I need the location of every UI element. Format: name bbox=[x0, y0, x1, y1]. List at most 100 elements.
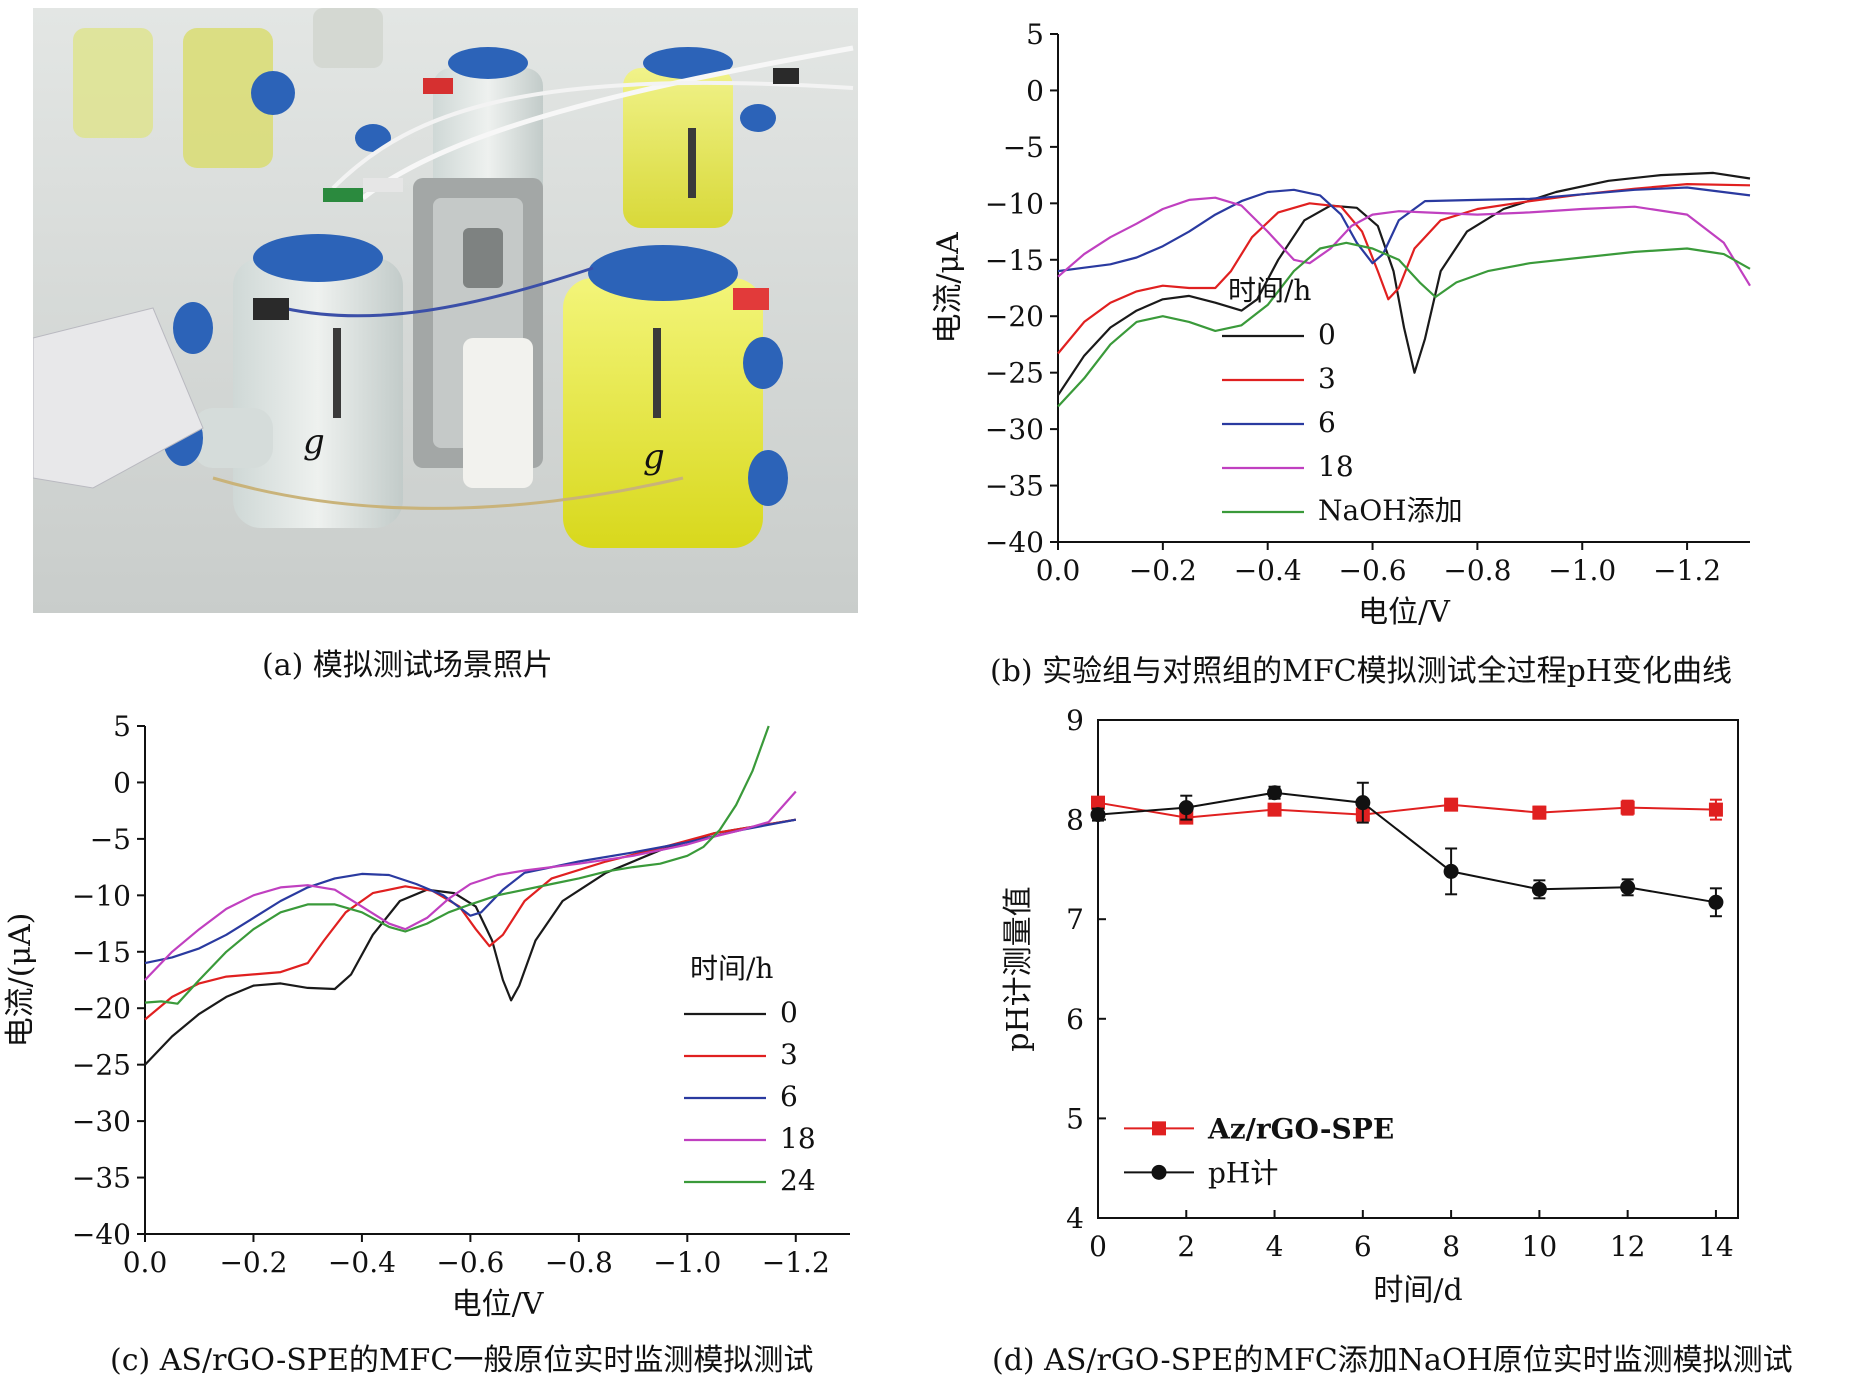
y-tick-label: 5 bbox=[1066, 1102, 1084, 1135]
series-line-pH计 bbox=[1097, 791, 1717, 904]
x-tick-label: 8 bbox=[1442, 1230, 1460, 1263]
legend-label: pH计 bbox=[1208, 1156, 1278, 1189]
data-point bbox=[1090, 807, 1106, 823]
data-point bbox=[1532, 805, 1547, 820]
legend-marker bbox=[1151, 1164, 1167, 1180]
data-point bbox=[1178, 800, 1194, 816]
caption-b: (b) 实验组与对照组的MFC模拟测试全过程pH变化曲线 bbox=[990, 654, 1733, 689]
series-line-6 bbox=[144, 818, 797, 965]
x-tick-label: 6 bbox=[1354, 1230, 1372, 1263]
x-tick-label: −1.2 bbox=[762, 1246, 830, 1279]
y-tick-label: −15 bbox=[985, 244, 1044, 277]
x-tick-label: 0.0 bbox=[1036, 554, 1081, 587]
svg-text:g: g bbox=[303, 422, 325, 462]
y-tick-label: −40 bbox=[72, 1218, 131, 1251]
y-tick-label: −5 bbox=[90, 823, 131, 856]
test-scene-photo: g g bbox=[33, 8, 858, 613]
series-line-0 bbox=[1057, 171, 1751, 396]
data-point bbox=[1708, 802, 1723, 817]
series-line-18 bbox=[1057, 196, 1751, 287]
data-point bbox=[1091, 795, 1105, 810]
data-point bbox=[1708, 894, 1724, 910]
legend-label: Az/rGO-SPE bbox=[1207, 1112, 1394, 1145]
x-axis-label: 电位/V bbox=[452, 1287, 545, 1322]
data-point bbox=[1355, 795, 1371, 811]
y-tick-label: −40 bbox=[985, 526, 1044, 559]
x-tick-label: 0.0 bbox=[123, 1246, 168, 1279]
data-point bbox=[1620, 800, 1635, 815]
y-tick-label: −15 bbox=[72, 936, 131, 969]
y-axis-label: 电流/μA bbox=[931, 232, 966, 344]
y-tick-label: −30 bbox=[985, 413, 1044, 446]
y-tick-label: 5 bbox=[1026, 18, 1044, 51]
x-tick-label: −0.2 bbox=[1129, 554, 1197, 587]
y-tick-label: −5 bbox=[1003, 131, 1044, 164]
y-tick-label: −35 bbox=[985, 470, 1044, 503]
x-axis-label: 电位/V bbox=[1358, 595, 1451, 630]
legend-label: 6 bbox=[1318, 406, 1336, 439]
y-axis-label: pH计测量值 bbox=[1001, 886, 1036, 1051]
y-tick-label: −30 bbox=[72, 1105, 131, 1138]
series-line-24 bbox=[144, 725, 770, 1005]
x-axis-label: 时间/d bbox=[1373, 1273, 1462, 1308]
x-tick-label: 4 bbox=[1266, 1230, 1284, 1263]
legend-label: 3 bbox=[1318, 362, 1336, 395]
series-line-Az/rGO-SPE bbox=[1097, 801, 1716, 819]
x-tick-label: −0.6 bbox=[1339, 554, 1407, 587]
y-tick-label: −10 bbox=[72, 879, 131, 912]
data-point bbox=[1443, 863, 1459, 879]
y-tick-label: −10 bbox=[985, 187, 1044, 220]
data-point bbox=[1444, 797, 1459, 812]
legend-label: 6 bbox=[780, 1080, 798, 1113]
y-tick-label: 5 bbox=[113, 710, 131, 743]
x-tick-label: −0.4 bbox=[1234, 554, 1302, 587]
x-tick-label: 2 bbox=[1177, 1230, 1195, 1263]
legend-label: NaOH添加 bbox=[1318, 494, 1463, 527]
photo-illustration: g g bbox=[33, 8, 858, 613]
y-axis-label: 电流/(μA) bbox=[3, 913, 38, 1048]
y-tick-label: 0 bbox=[113, 766, 131, 799]
x-tick-label: 0 bbox=[1089, 1230, 1107, 1263]
legend-title: 时间/h bbox=[1228, 274, 1311, 307]
series-line-18 bbox=[144, 790, 797, 981]
x-tick-label: −1.2 bbox=[1653, 554, 1721, 587]
series-line-6 bbox=[1057, 186, 1751, 273]
x-tick-label: −0.8 bbox=[545, 1246, 613, 1279]
caption-d: (d) AS/rGO-SPE的MFC添加NaOH原位实时监测模拟测试 bbox=[992, 1343, 1793, 1378]
y-tick-label: 8 bbox=[1066, 804, 1084, 837]
chart-d-ph-comparison: 4 5 6 7 8 9 0 2 4 6 8 10 12 14 时间/d pH计测量值 Az/rGO-SPE pH计 bbox=[1001, 704, 1739, 1308]
y-tick-label: −25 bbox=[72, 1049, 131, 1082]
x-tick-label: −1.0 bbox=[653, 1246, 721, 1279]
legend-title: 时间/h bbox=[690, 952, 773, 985]
legend-label: 0 bbox=[780, 996, 798, 1029]
series-line-3 bbox=[1057, 183, 1751, 355]
x-tick-label: −0.8 bbox=[1443, 554, 1511, 587]
svg-text:g: g bbox=[643, 437, 665, 477]
y-tick-label: 6 bbox=[1066, 1003, 1084, 1036]
x-tick-label: 12 bbox=[1610, 1230, 1646, 1263]
y-tick-label: −25 bbox=[985, 357, 1044, 390]
x-tick-label: −0.4 bbox=[328, 1246, 396, 1279]
caption-c: (c) AS/rGO-SPE的MFC一般原位实时监测模拟测试 bbox=[110, 1343, 814, 1378]
x-tick-label: −0.6 bbox=[436, 1246, 504, 1279]
data-point bbox=[1267, 785, 1283, 801]
legend-label: 18 bbox=[1318, 450, 1354, 483]
y-tick-label: 7 bbox=[1066, 903, 1084, 936]
y-tick-label: −35 bbox=[72, 1162, 131, 1195]
legend-label: 24 bbox=[780, 1164, 816, 1197]
legend-marker bbox=[1152, 1121, 1166, 1136]
series-line-NaOH添加 bbox=[1057, 241, 1751, 408]
y-tick-label: −20 bbox=[985, 300, 1044, 333]
legend-label: 0 bbox=[1318, 318, 1336, 351]
y-tick-label: −20 bbox=[72, 992, 131, 1025]
y-tick-label: 9 bbox=[1066, 704, 1084, 737]
data-point bbox=[1620, 879, 1636, 895]
legend-label: 3 bbox=[780, 1038, 798, 1071]
y-tick-label: 0 bbox=[1026, 74, 1044, 107]
legend-label: 18 bbox=[780, 1122, 816, 1155]
x-tick-label: 14 bbox=[1698, 1230, 1734, 1263]
series-line-0 bbox=[144, 818, 796, 1066]
x-tick-label: 10 bbox=[1522, 1230, 1558, 1263]
chart-b-cv-curves: 5 0 −5 −10 −15 −20 −25 −30 −35 −400.0 −0.2 −0.4 −0.6… bbox=[931, 18, 1751, 630]
x-tick-label: −1.0 bbox=[1548, 554, 1616, 587]
